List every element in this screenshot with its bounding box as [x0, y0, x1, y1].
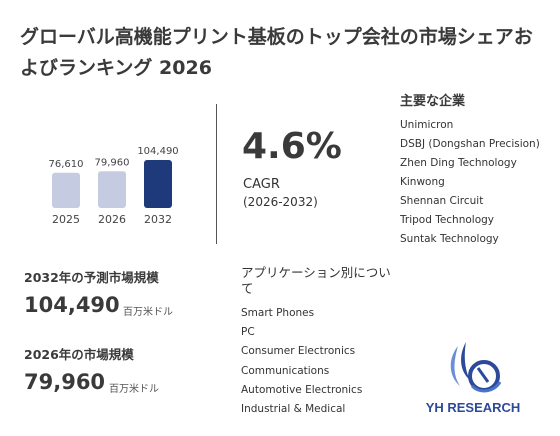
company-item: DSBJ (Dongshan Precision): [400, 138, 540, 150]
category-label: 2032: [144, 213, 172, 226]
application-item: Automotive Electronics: [241, 383, 363, 396]
cagr-label: CAGR: [243, 177, 280, 192]
bar-value-label: 76,610: [49, 159, 84, 170]
company-item: Tripod Technology: [400, 214, 495, 226]
forecast-unit: 百万米ドル: [123, 307, 173, 318]
category-label: 2026: [98, 213, 126, 226]
category-label: 2025: [52, 213, 80, 226]
companies-list: Unimicron DSBJ (Dongshan Precision) Zhen…: [400, 116, 550, 249]
cagr-period: (2026-2032): [243, 195, 318, 209]
company-item: Kinwong: [400, 176, 445, 188]
current-label: 2026年の市場規模: [24, 347, 134, 362]
application-item: Industrial & Medical: [241, 403, 346, 416]
logo-text: YH RESEARCH: [425, 400, 521, 415]
company-item: Shennan Circuit: [400, 195, 484, 207]
bar-2026: [98, 171, 126, 208]
divider: [216, 104, 217, 244]
applications-list: Smart Phones PC Consumer Electronics Com…: [241, 304, 362, 419]
bar-value-label: 79,960: [95, 157, 130, 168]
bar-value-label: 104,490: [137, 146, 178, 157]
current-value: 79,960: [24, 370, 106, 394]
applications-title: アプリケーション別について: [241, 265, 391, 296]
forecast-label: 2032年の予測市場規模: [24, 270, 159, 285]
page-title: グローバル高機能プリント基板のトップ会社の市場シェアおよびランキング 2026: [20, 26, 533, 79]
companies-title: 主要な企業: [400, 94, 466, 109]
company-item: Unimicron: [400, 119, 454, 131]
cagr-value: 4.6%: [242, 126, 342, 167]
application-item: Communications: [241, 364, 330, 377]
current-unit: 百万米ドル: [109, 384, 159, 395]
bar-2032: [144, 160, 172, 208]
forecast-value: 104,490: [24, 293, 120, 317]
company-item: Suntak Technology: [400, 233, 499, 245]
bar-2025: [52, 172, 80, 208]
yh-research-logo-icon: [450, 342, 502, 393]
company-item: Zhen Ding Technology: [400, 157, 517, 169]
application-item: Consumer Electronics: [241, 345, 356, 358]
market-size-bar-chart: 76,610 2025 79,960 2026 104,490 2032: [49, 146, 179, 226]
application-item: Smart Phones: [241, 307, 315, 319]
application-item: PC: [241, 326, 255, 339]
